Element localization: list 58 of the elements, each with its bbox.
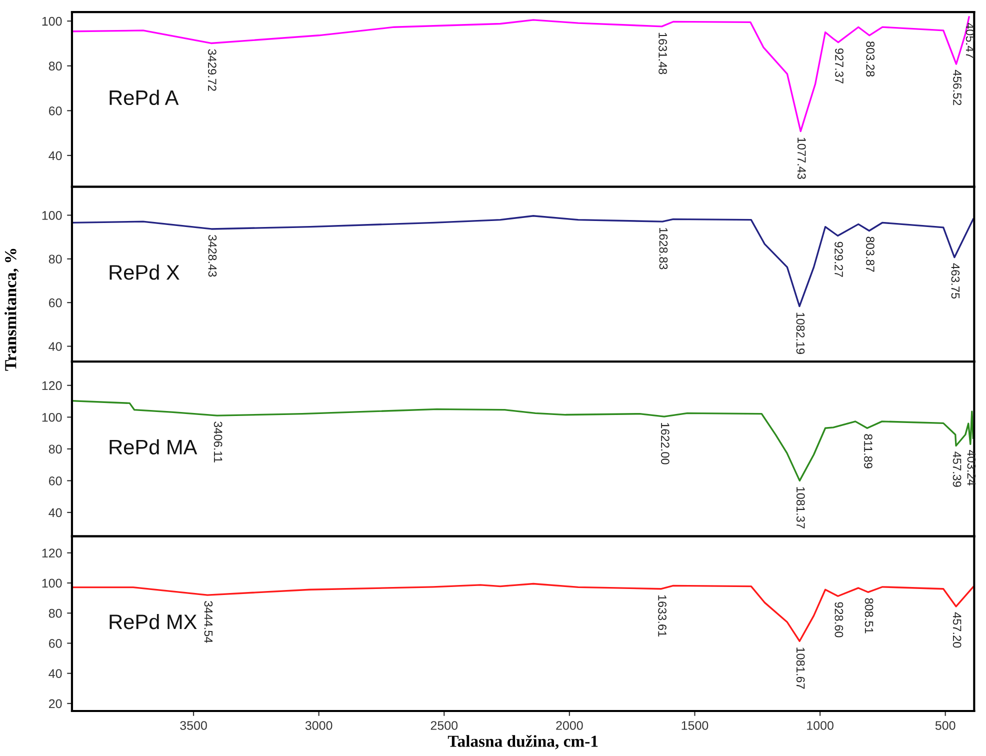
y-tick-label: 120 [42,548,62,558]
line-series [72,215,974,308]
annotation: 1081.67 [796,648,805,689]
y-tick-label: 100 [42,578,62,588]
annotation: 928.60 [834,602,844,638]
x-tick-label: 2500 [430,721,458,730]
annotation: 3429.72 [208,49,216,91]
y-tick-label: 80 [48,608,62,618]
y-tick-label: 100 [42,16,62,26]
y-tick-label: 40 [48,508,62,518]
y-tick-label: 40 [48,669,62,678]
annotation: 405.47 [966,22,974,58]
annotation: 403.24 [967,450,976,486]
series-label: RePd MX [110,614,197,630]
y-tick-label: 120 [42,381,62,390]
annotation: 3406.11 [214,422,222,462]
annotation: 803.87 [866,236,874,272]
y-tick-label: 80 [48,444,62,454]
x-tick-label: 3500 [180,721,207,730]
y-tick-label: 80 [48,62,62,71]
y-tick-label: 60 [48,639,62,648]
y-tick-label: 40 [48,342,62,351]
y-tick-label: 20 [48,699,62,708]
annotation: 929.27 [834,242,843,277]
annotation: 457.39 [952,452,962,487]
y-axis-title: Transmitanca, % [4,248,19,371]
y-tick-label: 100 [42,211,62,220]
annotation: 1628.83 [659,228,668,270]
annotation: 811.89 [864,434,872,468]
x-tick-label: 3000 [305,721,332,730]
annotation: 803.28 [866,41,875,77]
annotation: 3428.43 [208,234,217,277]
annotation: 3444.54 [204,601,213,643]
y-tick-label: 40 [48,151,62,160]
y-tick-label: 60 [48,298,62,308]
y-tick-label: 60 [48,106,62,116]
x-tick-label: 500 [935,721,956,730]
annotation: 927.37 [835,48,844,84]
series-label: RePd MA [110,439,198,455]
annotation: 1633.61 [658,595,666,637]
annotation: 1631.48 [658,32,667,74]
annotation: 1622.00 [660,422,670,464]
annotation: 456.52 [953,70,962,106]
annotation: 1082.19 [796,312,805,354]
annotation: 808.51 [864,598,874,634]
annotation: 463.75 [951,263,960,299]
y-tick-label: 100 [42,412,62,422]
y-tick-label: 60 [48,476,62,486]
x-tick-label: 1500 [682,721,708,730]
y-tick-label: 80 [48,254,62,264]
text: RePd A [110,90,179,106]
annotation: 1081.37 [796,487,805,528]
annotation: 457.20 [952,612,962,648]
series-label: RePd X [110,264,180,280]
x-tick-label: 2000 [556,721,583,730]
x-axis-title: Talasna dužina, cm-1 [448,734,598,750]
annotation: 1077.43 [797,138,806,179]
x-tick-label: 1000 [807,721,834,730]
